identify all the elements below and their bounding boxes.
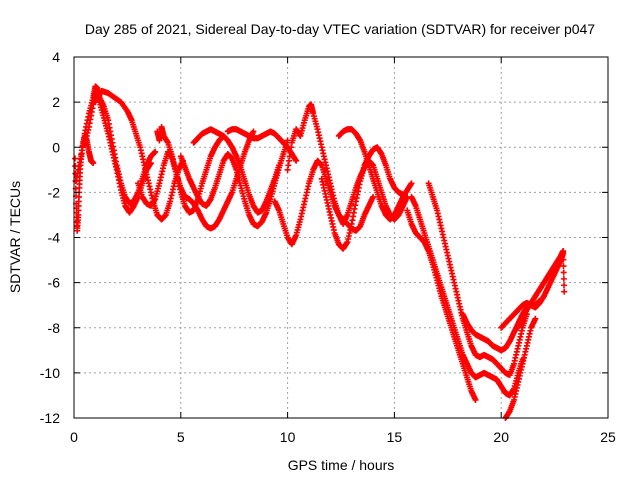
series-arc-15 — [408, 193, 526, 399]
y-tick-label: -2 — [48, 184, 61, 200]
data-point-marker — [561, 288, 568, 295]
x-tick-label: 20 — [493, 429, 509, 445]
series-arc-6 — [154, 123, 257, 232]
series-arc-13 — [335, 126, 415, 223]
y-tick-label: -4 — [48, 230, 61, 246]
data-point-marker — [147, 160, 154, 167]
data-point-marker — [560, 269, 567, 276]
y-tick-label: -12 — [40, 410, 60, 426]
data-point-marker — [561, 282, 568, 289]
grid-lines — [74, 57, 608, 418]
x-tick-labels: 0 5 10 15 20 25 — [70, 429, 616, 445]
data-point-marker — [532, 315, 539, 322]
x-tick-label: 5 — [177, 429, 185, 445]
data-point-marker — [560, 248, 567, 255]
data-point-marker — [72, 155, 79, 162]
series-arc-19 — [502, 315, 539, 421]
x-tick-label: 15 — [387, 429, 403, 445]
series-arc-4 — [92, 87, 186, 223]
series-arc-16 — [425, 180, 530, 379]
y-tick-label: 2 — [52, 94, 60, 110]
x-axis-title: GPS time / hours — [288, 457, 395, 473]
y-tick-label: 0 — [52, 139, 60, 155]
tick-marks — [73, 56, 609, 419]
data-point-marker — [250, 128, 257, 135]
series-arc-8 — [190, 126, 283, 216]
series-arc-12 — [318, 144, 406, 252]
series-arc-18 — [498, 250, 568, 331]
data-point-marker — [560, 263, 567, 270]
y-tick-labels: -12 -10 -8 -6 -4 -2 0 2 4 — [40, 49, 60, 426]
y-tick-label: -8 — [48, 320, 61, 336]
data-point-marker — [560, 275, 567, 282]
series-arc-20 — [515, 248, 567, 331]
data-point-marker — [408, 180, 415, 187]
chart-title: Day 285 of 2021, Sidereal Day-to-day VTE… — [85, 21, 595, 37]
data-point-marker — [152, 148, 159, 155]
x-tick-label: 10 — [280, 429, 296, 445]
x-tick-label: 0 — [70, 429, 78, 445]
y-axis-title: SDTVAR / TECUs — [7, 181, 23, 293]
data-point-marker — [370, 193, 377, 200]
data-point-marker — [472, 396, 479, 403]
y-tick-label: -6 — [48, 275, 61, 291]
data-point-marker — [276, 162, 283, 169]
data-point-marker — [293, 157, 300, 164]
data-point-marker — [90, 160, 97, 167]
x-tick-label: 25 — [600, 429, 616, 445]
y-tick-label: 4 — [52, 49, 60, 65]
y-tick-label: -10 — [40, 365, 60, 381]
data-points — [72, 83, 568, 421]
